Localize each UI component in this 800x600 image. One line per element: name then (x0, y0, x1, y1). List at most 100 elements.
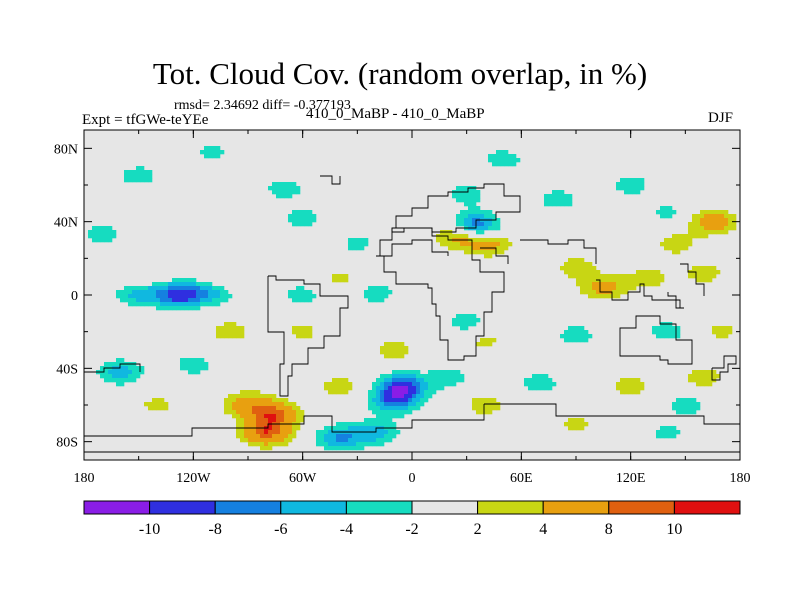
field-cell (364, 242, 369, 247)
field-cell (584, 262, 589, 267)
field-cell (588, 286, 593, 291)
colorbar-label: -8 (209, 521, 222, 538)
field-cell (652, 278, 657, 283)
field-cell (668, 430, 673, 435)
field-cell (356, 246, 361, 251)
field-cell (300, 334, 305, 339)
field-cell (664, 210, 669, 215)
field-cell (284, 398, 289, 403)
field-cell (324, 442, 329, 447)
field-cell (352, 242, 357, 247)
field-cell (620, 378, 625, 383)
field-cell (632, 178, 637, 183)
field-cell (592, 294, 597, 299)
field-cell (412, 398, 417, 403)
field-cell (732, 226, 737, 231)
field-cell (348, 386, 353, 391)
field-cell (716, 222, 721, 227)
field-cell (576, 426, 581, 431)
field-cell (420, 390, 425, 395)
field-cell (136, 170, 141, 175)
field-cell (356, 422, 361, 427)
field-cell (564, 330, 569, 335)
field-cell (212, 150, 217, 155)
field-cell (640, 382, 645, 387)
field-cell (380, 386, 385, 391)
field-cell (148, 290, 153, 295)
field-cell (136, 286, 141, 291)
field-cell (348, 426, 353, 431)
field-cell (668, 210, 673, 215)
field-cell (504, 238, 509, 243)
field-cell (272, 426, 277, 431)
field-cell (396, 390, 401, 395)
field-cell (408, 394, 413, 399)
field-cell (492, 338, 497, 343)
field-cell (308, 298, 313, 303)
field-cell (504, 158, 509, 163)
field-cell (508, 154, 513, 159)
field-cell (184, 302, 189, 307)
field-cell (300, 414, 305, 419)
field-cell (220, 326, 225, 331)
field-cell (184, 294, 189, 299)
field-cell (236, 422, 241, 427)
field-cell (456, 314, 461, 319)
field-cell (572, 326, 577, 331)
field-cell (620, 290, 625, 295)
field-cell (180, 278, 185, 283)
field-cell (496, 162, 501, 167)
field-cell (204, 146, 209, 151)
field-cell (240, 422, 245, 427)
field-cell (224, 398, 229, 403)
field-cell (472, 318, 477, 323)
field-cell (396, 386, 401, 391)
field-cell (260, 430, 265, 435)
field-cell (292, 426, 297, 431)
field-cell (276, 190, 281, 195)
field-cell (684, 234, 689, 239)
field-cell (568, 422, 573, 427)
field-cell (260, 402, 265, 407)
field-cell (280, 406, 285, 411)
field-cell (376, 286, 381, 291)
field-cell (400, 390, 405, 395)
field-cell (684, 406, 689, 411)
field-cell (188, 294, 193, 299)
field-cell (568, 270, 573, 275)
field-cell (352, 434, 357, 439)
field-cell (344, 278, 349, 283)
field-cell (488, 210, 493, 215)
field-cell (616, 282, 621, 287)
field-cell (608, 294, 613, 299)
field-cell (488, 398, 493, 403)
field-cell (384, 390, 389, 395)
field-cell (592, 282, 597, 287)
field-cell (384, 418, 389, 423)
field-cell (108, 370, 113, 375)
field-cell (524, 382, 529, 387)
field-cell (492, 398, 497, 403)
field-cell (220, 330, 225, 335)
field-cell (372, 402, 377, 407)
field-cell (636, 186, 641, 191)
field-cell (692, 406, 697, 411)
field-cell (596, 270, 601, 275)
field-cell (248, 406, 253, 411)
field-cell (372, 298, 377, 303)
field-cell (680, 410, 685, 415)
field-cell (112, 374, 117, 379)
field-cell (236, 406, 241, 411)
field-cell (496, 226, 501, 231)
field-cell (272, 418, 277, 423)
field-cell (300, 214, 305, 219)
field-cell (280, 194, 285, 199)
field-cell (344, 390, 349, 395)
field-cell (460, 374, 465, 379)
field-cell (100, 238, 105, 243)
field-cell (308, 218, 313, 223)
field-cell (452, 242, 457, 247)
field-cell (444, 374, 449, 379)
field-cell (712, 214, 717, 219)
field-cell (232, 394, 237, 399)
